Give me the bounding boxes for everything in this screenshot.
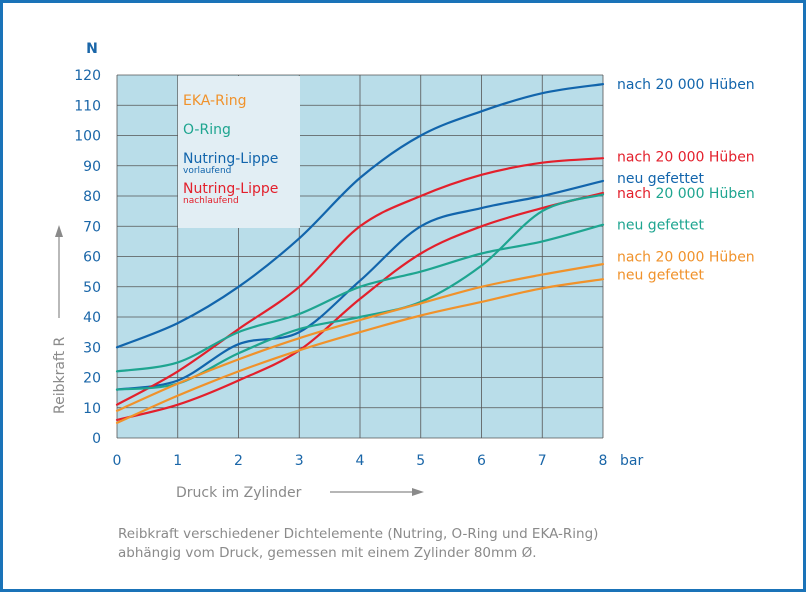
figure-caption: Reibkraft verschiedener Dichtelemente (N… [118, 525, 598, 563]
series-annotation-part: nach 20 000 Hüben [617, 250, 755, 266]
y-unit-label: N [86, 41, 98, 57]
series-line [115, 179, 605, 391]
legend-label: Nutring-Lippe [183, 151, 278, 167]
series-annotation: neu gefettet [617, 268, 704, 284]
x-tick-label: 6 [477, 453, 486, 469]
x-tick-label: 0 [113, 453, 122, 469]
y-tick-label: 80 [83, 189, 101, 205]
y-tick-label: 50 [83, 280, 101, 296]
x-tick-label: 3 [295, 453, 304, 469]
x-axis-title: Druck im Zylinder [176, 485, 302, 501]
series-annotation-part: nach 20 000 Hüben [617, 77, 755, 93]
x-tick-label: 8 [599, 453, 608, 469]
x-tick-label: 1 [173, 453, 182, 469]
series-line [115, 263, 605, 412]
series-line [115, 223, 605, 373]
y-tick-label: 70 [83, 219, 101, 235]
legend-box [178, 76, 300, 228]
y-tick-label: 20 [83, 371, 101, 387]
y-tick-label: 120 [74, 68, 101, 84]
legend-label: O-Ring [183, 122, 231, 138]
y-axis-title: Reibkraft R [52, 336, 68, 414]
series-line [115, 191, 605, 421]
x-tick-label: 4 [356, 453, 365, 469]
y-tick-label: 100 [74, 129, 101, 145]
series-annotation: neu gefettet [617, 171, 704, 187]
legend-label: EKA-Ring [183, 93, 246, 109]
series-annotation-part: neu gefettet [617, 171, 704, 187]
y-tick-label: 10 [83, 401, 101, 417]
series-line [115, 83, 605, 349]
legend-sublabel: vorlaufend [183, 166, 231, 176]
series-line [115, 278, 605, 424]
series-annotation-part: neu gefettet [617, 268, 704, 284]
series-annotation-part: nach 20 000 Hüben [617, 150, 755, 166]
series-annotation: nach 20 000 Hüben [617, 150, 755, 166]
legend-sublabel: nachlaufend [183, 196, 239, 206]
x-unit-label: bar [620, 453, 643, 469]
series-annotation-part: neu gefettet [617, 218, 704, 234]
y-tick-label: 110 [74, 98, 101, 114]
y-tick-label: 40 [83, 310, 101, 326]
series-annotation-part: 20 000 Hüben [655, 186, 754, 202]
x-tick-label: 5 [416, 453, 425, 469]
caption-line-1: Reibkraft verschiedener Dichtelemente (N… [118, 526, 599, 542]
x-tick-label: 7 [538, 453, 547, 469]
series-line [115, 157, 605, 406]
y-tick-label: 0 [92, 431, 101, 447]
x-tick-label: 2 [234, 453, 243, 469]
series-annotation-part: nach [617, 186, 655, 202]
series-annotation: nach 20 000 Hüben [617, 77, 755, 93]
series-annotation: nach 20 000 Hüben [617, 250, 755, 266]
y-tick-label: 90 [83, 159, 101, 175]
series-annotation: nach 20 000 Hüben [617, 186, 755, 202]
caption-line-2: abhängig vom Druck, gemessen mit einem Z… [118, 545, 537, 561]
legend-label: Nutring-Lippe [183, 181, 278, 197]
y-axis-arrow-head [55, 225, 63, 237]
y-tick-label: 60 [83, 250, 101, 266]
y-tick-label: 30 [83, 340, 101, 356]
series-annotation: neu gefettet [617, 218, 704, 234]
x-axis-arrow-head [412, 488, 424, 496]
